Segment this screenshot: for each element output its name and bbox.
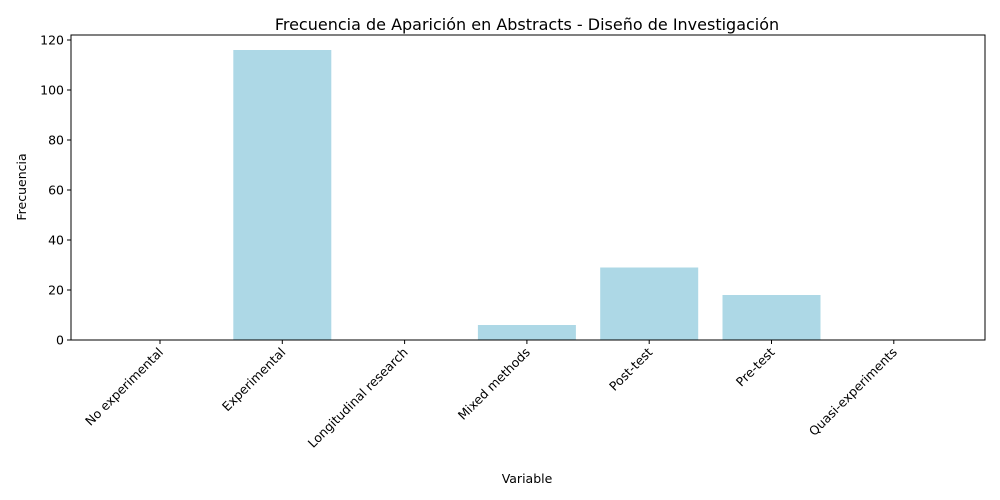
y-axis: 0 20 40 60 80 100 120 xyxy=(40,33,71,348)
plot-frame xyxy=(70,34,986,341)
y-tick-label: 80 xyxy=(48,133,64,148)
bar-experimental xyxy=(233,50,332,340)
x-tick-label: Quasi-experiments xyxy=(806,345,900,439)
bars-group xyxy=(233,50,821,340)
bar-pre-test xyxy=(722,295,821,340)
chart-title: Frecuencia de Aparición en Abstracts - D… xyxy=(275,15,779,34)
bar-post-test xyxy=(600,267,699,340)
x-tick-label: Post-test xyxy=(606,344,655,393)
y-tick-label: 40 xyxy=(48,233,64,248)
y-tick-label: 60 xyxy=(48,183,64,198)
x-tick-label: Mixed methods xyxy=(455,345,533,423)
y-tick-label: 120 xyxy=(40,33,64,48)
y-axis-label: Frecuencia xyxy=(14,153,29,220)
x-tick-label: Pre-test xyxy=(733,344,778,389)
y-tick-label: 0 xyxy=(56,333,64,348)
x-axis: No experimental Experimental Longitudinal … xyxy=(82,340,900,451)
x-tick-label: No experimental xyxy=(82,345,166,429)
x-axis-label: Variable xyxy=(502,471,553,486)
bar-mixed-methods xyxy=(477,325,576,340)
x-tick-label: Longitudinal research xyxy=(305,345,411,451)
x-tick-label: Experimental xyxy=(219,345,289,415)
y-tick-label: 20 xyxy=(48,283,64,298)
y-tick-label: 100 xyxy=(40,83,64,98)
